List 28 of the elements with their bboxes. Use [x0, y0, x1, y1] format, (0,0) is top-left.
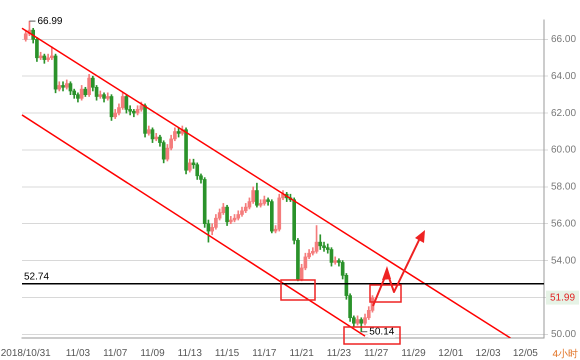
x-tick-label: 12/03 [476, 348, 502, 359]
y-tick-label: 58.00 [551, 182, 576, 193]
annotation: 66.99 [37, 16, 63, 27]
x-tick-label: 11/09 [140, 348, 166, 359]
candlestick [61, 81, 65, 92]
x-tick-label: 11/13 [178, 348, 202, 359]
annotation: 50.14 [369, 326, 395, 338]
x-tick-label: 2018/10/31 [0, 348, 52, 359]
x-tick-label: 11/03 [66, 348, 90, 359]
x-tick-label: 11/23 [326, 348, 352, 359]
ref-line-label: 52.74 [24, 272, 50, 283]
x-tick-label: 12/05 [512, 348, 538, 359]
x-tick-label: 11/17 [252, 348, 277, 359]
x-tick-label: 12/01 [438, 348, 464, 359]
y-tick-label: 60.00 [551, 144, 576, 156]
y-tick-label: 54.00 [551, 255, 576, 266]
y-tick-label: 56.00 [551, 218, 576, 230]
text: 51.99 [550, 292, 576, 304]
x-tick-label: 11/15 [214, 348, 240, 359]
text: 4小时 [552, 348, 578, 360]
y-tick-label: 62.00 [551, 108, 576, 119]
x-tick-label: 11/29 [401, 348, 426, 359]
x-tick-label: 11/21 [289, 348, 314, 359]
x-tick-label: 11/27 [364, 348, 389, 359]
y-tick-label: 50.00 [551, 329, 576, 340]
x-tick-label: 11/07 [103, 348, 128, 359]
y-tick-label: 64.00 [551, 70, 576, 82]
y-tick-label: 66.00 [551, 34, 576, 46]
